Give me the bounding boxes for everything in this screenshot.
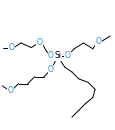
Text: O: O [7,86,13,95]
Text: O: O [9,43,14,52]
Text: Si: Si [54,51,61,60]
Text: O: O [36,38,42,47]
Text: O: O [48,51,53,60]
Text: O: O [95,37,101,46]
Text: O: O [64,51,70,60]
Text: O: O [48,65,53,74]
